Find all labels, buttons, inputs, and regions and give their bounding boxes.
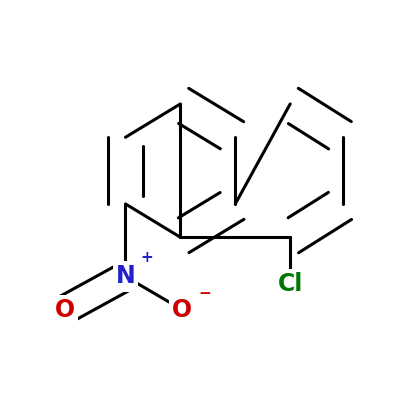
Text: N: N: [116, 264, 135, 288]
Text: Cl: Cl: [278, 272, 303, 296]
Text: +: +: [140, 250, 153, 265]
Text: O: O: [172, 298, 192, 322]
Text: O: O: [55, 298, 75, 322]
Text: −: −: [198, 286, 211, 301]
